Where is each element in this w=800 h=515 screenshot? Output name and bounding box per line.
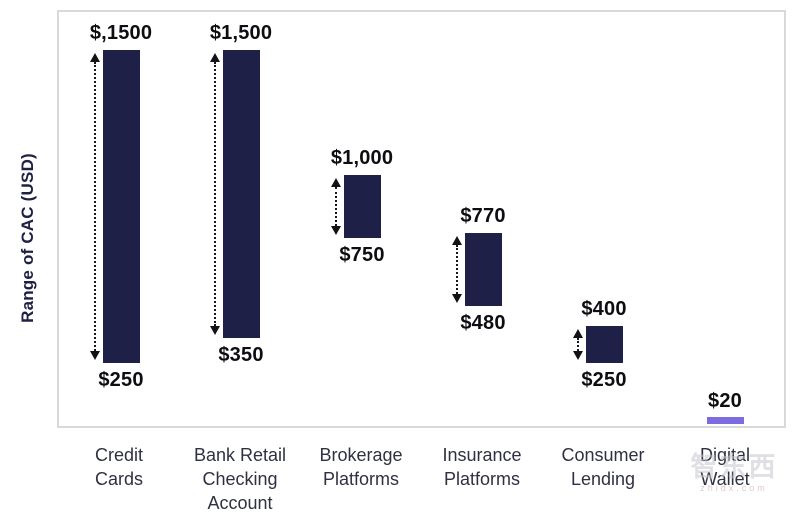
x-tick-consumer-lending: Consumer Lending [561,445,645,489]
bar-group-digital-wallet: $20 [707,12,744,426]
x-tick-credit-cards: Credit Cards [94,445,144,489]
range-arrow-icon [90,52,100,361]
bar-group-bank-retail-checking: $1,500 $350 [210,12,272,426]
x-tick-digital-wallet: Digital Wallet [699,445,751,489]
high-value-label: $1,000 [330,147,394,170]
range-bar [586,325,623,364]
marker-bar [707,417,744,425]
range-bar [344,175,381,238]
x-tick-brokerage-platforms: Brokerage Platforms [319,445,403,489]
bar-group-brokerage-platforms: $1,000 $750 [331,12,393,426]
high-value-label: $400 [581,297,627,320]
high-value-label: $1,500 [209,21,273,44]
value-label: $20 [708,390,742,413]
bar-group-insurance-platforms: $770 $480 [452,12,506,426]
bar-group-credit-cards: $,1500 $250 [90,12,152,426]
high-value-label: $,1500 [89,21,153,44]
low-value-label: $250 [98,369,144,392]
range-arrow-icon [331,178,341,235]
range-arrow-icon [452,235,462,303]
range-bar [465,232,502,306]
low-value-label: $350 [218,344,264,367]
low-value-label: $480 [460,311,506,334]
high-value-label: $770 [460,204,506,227]
low-value-label: $750 [339,243,385,266]
x-tick-bank-retail-checking: Bank Retail Checking Account [193,445,287,513]
bar-group-consumer-lending: $400 $250 [573,12,627,426]
range-arrow-icon [573,328,583,361]
x-tick-insurance-platforms: Insurance Platforms [442,445,522,489]
range-arrow-icon [210,52,220,336]
range-bar [223,49,260,339]
y-axis-title: Range of CAC (USD) [18,153,37,323]
range-bar [103,49,140,364]
low-value-label: $250 [581,369,627,392]
plot-area: $,1500 $250 $1,500 $350 $1,000 $750 $770… [57,10,786,428]
